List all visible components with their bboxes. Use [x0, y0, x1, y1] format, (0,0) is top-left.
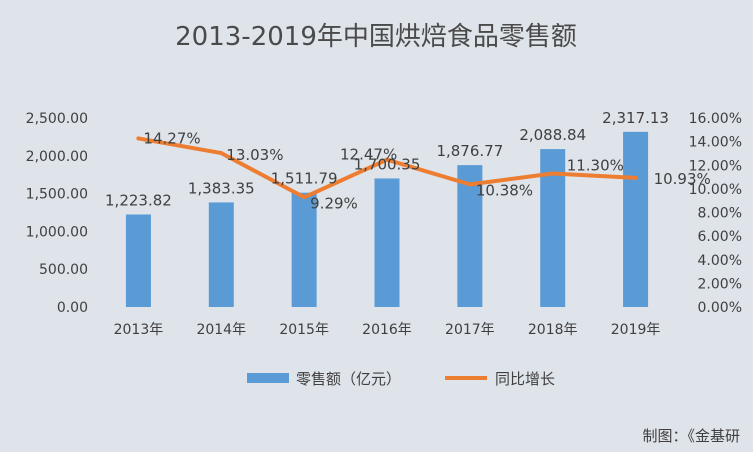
x-axis: 2013年 2014年 2015年 2016年 2017年 2018年 2019年 [114, 322, 661, 338]
bar-data-label: 2,088.84 [519, 126, 586, 144]
legend: 零售额（亿元） 同比增长 [247, 370, 555, 388]
x-axis-tick-label: 2018年 [528, 322, 578, 338]
chart-credit: 制图：《金基研 [642, 427, 740, 445]
right-axis-tick-label: 16.00% [689, 111, 742, 127]
bar [125, 214, 151, 307]
right-axis-tick-label: 6.00% [698, 229, 742, 245]
legend-swatch-bar [247, 373, 289, 383]
left-axis: 0.00 500.00 1,000.00 1,500.00 2,000.00 2,500.… [26, 111, 88, 316]
left-axis-tick-label: 2,500.00 [26, 111, 88, 127]
left-axis-tick-label: 2,000.00 [26, 149, 88, 165]
x-axis-tick-label: 2015年 [279, 322, 329, 338]
bar-data-label: 1,700.35 [354, 155, 421, 173]
bar [291, 192, 317, 307]
bar [457, 165, 483, 307]
left-axis-tick-label: 0.00 [57, 300, 88, 316]
line-point [302, 195, 307, 200]
line-data-labels: 14.27% 13.03% 9.29% 12.47% 10.38% 11.30% 10.93… [143, 129, 710, 212]
x-axis-tick-label: 2013年 [114, 322, 164, 338]
line-point [550, 171, 555, 176]
line-data-label: 12.47% [340, 146, 397, 164]
legend-label-bar: 零售额（亿元） [296, 370, 401, 388]
chart-title: 2013-2019年中国烘焙食品零售额 [175, 22, 577, 52]
line-point [467, 182, 472, 187]
line-data-label: 9.29% [310, 194, 358, 212]
x-axis-tick-label: 2017年 [445, 322, 495, 338]
bar-data-label: 2,317.13 [602, 109, 669, 127]
line-data-label: 10.38% [476, 181, 533, 199]
right-axis-tick-label: 4.00% [698, 253, 742, 269]
legend-label-line: 同比增长 [495, 370, 555, 388]
line-point [385, 157, 389, 162]
right-axis-tick-label: 2.00% [698, 276, 742, 292]
right-axis-tick-label: 8.00% [698, 206, 742, 222]
bar [623, 131, 649, 307]
line-point [633, 175, 638, 180]
line-data-label: 10.93% [654, 170, 711, 188]
bar-data-label: 1,383.35 [188, 179, 255, 197]
x-axis-tick-label: 2019年 [611, 322, 661, 338]
x-axis-tick-label: 2016年 [362, 322, 412, 338]
left-axis-tick-label: 1,000.00 [26, 224, 88, 240]
bar [208, 202, 234, 307]
left-axis-tick-label: 500.00 [39, 262, 88, 278]
line-point [136, 136, 141, 141]
bar-data-label: 1,876.77 [436, 142, 503, 160]
line-point [219, 151, 224, 156]
right-axis: 0.00% 2.00% 4.00% 6.00% 8.00% 10.00% 12.00% 14.… [689, 111, 742, 316]
right-axis-tick-label: 12.00% [689, 158, 742, 174]
right-axis-tick-label: 10.00% [689, 182, 742, 198]
bar-data-labels: 1,223.82 1,383.35 1,511.79 1,700.35 1,876.77… [105, 109, 669, 210]
left-axis-tick-label: 1,500.00 [26, 187, 88, 203]
line-data-label: 13.03% [226, 146, 283, 164]
right-axis-tick-label: 0.00% [698, 300, 742, 316]
x-axis-tick-label: 2014年 [196, 322, 246, 338]
bar-data-label: 1,223.82 [105, 191, 172, 209]
line-data-label: 11.30% [567, 157, 624, 175]
line-data-label: 14.27% [143, 129, 200, 147]
line-series [136, 136, 638, 200]
bar [374, 178, 400, 307]
right-axis-tick-label: 14.00% [689, 135, 742, 151]
bar-data-label: 1,511.79 [271, 170, 338, 188]
bar-series [125, 131, 649, 307]
